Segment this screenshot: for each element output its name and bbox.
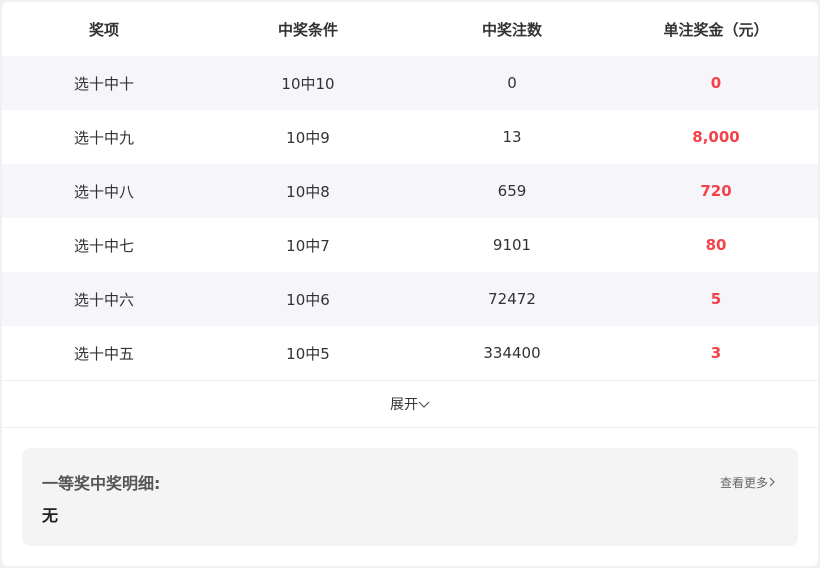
cell-prize-name: 选十中五 [73, 344, 134, 363]
view-more-link[interactable]: 查看更多 [720, 474, 776, 491]
view-more-label: 查看更多 [719, 476, 768, 490]
cell-amount: 80 [705, 236, 727, 254]
table-header: 奖项 中奖条件 中奖注数 单注奖金（元） [2, 2, 818, 56]
chevron-down-icon [418, 401, 430, 408]
chevron-right-icon [769, 477, 775, 487]
cell-amount: 5 [710, 290, 722, 308]
cell-count: 0 [507, 74, 517, 92]
table-row: 选十中九 10中9 13 8,000 [2, 110, 818, 164]
cell-prize-name: 选十中七 [73, 236, 134, 255]
expand-label: 展开 [390, 397, 418, 413]
table-row: 选十中八 10中8 659 720 [2, 164, 818, 218]
cell-count: 334400 [483, 344, 541, 362]
table-row: 选十中十 10中10 0 0 [2, 56, 818, 110]
header-prize: 奖项 [88, 20, 119, 39]
cell-amount: 720 [700, 182, 732, 200]
header-amount: 单注奖金（元） [663, 20, 769, 39]
cell-condition: 10中7 [286, 236, 330, 255]
expand-button[interactable]: 展开 [2, 380, 818, 428]
table-row: 选十中五 10中5 334400 3 [2, 326, 818, 380]
cell-count: 72472 [488, 290, 536, 308]
detail-title: 一等奖中奖明细: [42, 474, 161, 493]
cell-amount: 0 [710, 74, 722, 92]
cell-condition: 10中5 [286, 344, 330, 363]
header-count: 中奖注数 [481, 20, 542, 39]
cell-prize-name: 选十中八 [73, 182, 134, 201]
cell-condition: 10中10 [281, 74, 335, 93]
header-condition: 中奖条件 [277, 20, 338, 39]
cell-count: 9101 [492, 236, 532, 254]
table-row: 选十中七 10中7 9101 80 [2, 218, 818, 272]
cell-amount: 8,000 [692, 128, 740, 146]
table-row: 选十中六 10中6 72472 5 [2, 272, 818, 326]
cell-count: 13 [502, 128, 522, 146]
cell-count: 659 [497, 182, 527, 200]
cell-condition: 10中8 [286, 182, 330, 201]
first-prize-detail: 一等奖中奖明细: 无 查看更多 [22, 448, 798, 546]
cell-amount: 3 [710, 344, 722, 362]
cell-condition: 10中6 [286, 290, 330, 309]
cell-condition: 10中9 [286, 128, 330, 147]
detail-value: 无 [42, 506, 59, 525]
cell-prize-name: 选十中六 [73, 290, 134, 309]
cell-prize-name: 选十中十 [73, 74, 134, 93]
cell-prize-name: 选十中九 [73, 128, 134, 147]
